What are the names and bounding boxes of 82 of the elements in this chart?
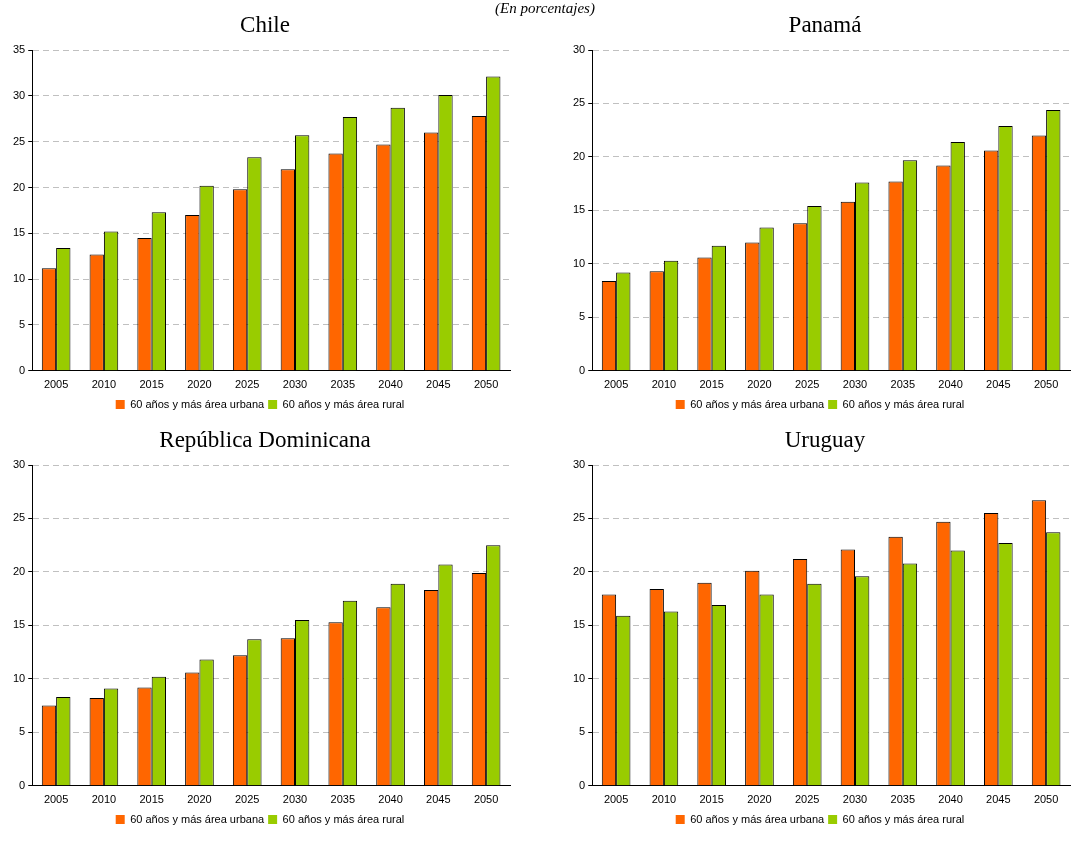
- y-tick-label: 30: [12, 458, 26, 471]
- y-tick-label: 20: [572, 149, 586, 162]
- y-tick-label: 10: [572, 671, 586, 684]
- x-tick-label: 2010: [651, 378, 677, 391]
- x-tick-label: 2045: [426, 378, 451, 391]
- x-tick-label: 2030: [842, 793, 868, 806]
- x-tick-label: 2005: [43, 793, 69, 806]
- y-tick-label: 0: [19, 778, 26, 791]
- y-tick-label: 15: [12, 618, 26, 631]
- y-tick-label: 10: [12, 671, 26, 684]
- x-tick-label: 2010: [91, 378, 117, 391]
- x-tick-label: 2010: [651, 793, 677, 806]
- legend-label: 60 años y más área rural: [282, 397, 405, 410]
- x-tick-label: 2005: [43, 378, 69, 391]
- y-tick-label: 5: [579, 725, 586, 738]
- x-tick-label: 2045: [986, 793, 1011, 806]
- x-tick-label: 2025: [234, 793, 260, 806]
- chart-title: Uruguay: [783, 426, 867, 454]
- x-tick-label: 2020: [187, 793, 212, 806]
- legend-label: 60 años y más área urbana: [130, 812, 266, 825]
- x-tick-label: 2015: [699, 378, 724, 391]
- x-tick-label: 2040: [938, 793, 963, 806]
- x-tick-label: 2035: [890, 378, 916, 391]
- y-tick-label: 0: [579, 778, 586, 791]
- x-tick-label: 2030: [842, 378, 868, 391]
- y-tick-label: 25: [572, 511, 586, 524]
- x-tick-label: 2035: [330, 793, 356, 806]
- x-tick-label: 2045: [986, 378, 1011, 391]
- x-tick-label: 2005: [603, 793, 629, 806]
- x-tick-label: 2050: [473, 378, 499, 391]
- x-tick-label: 2005: [603, 378, 629, 391]
- x-tick-label: 2025: [794, 793, 820, 806]
- y-tick-label: 25: [12, 511, 26, 524]
- legend-label: 60 años y más área urbana: [690, 812, 826, 825]
- y-tick-label: 20: [572, 564, 586, 577]
- legend-label: 60 años y más área urbana: [130, 397, 266, 410]
- x-tick-label: 2025: [234, 378, 260, 391]
- y-tick-label: 35: [12, 43, 26, 56]
- x-tick-label: 2030: [282, 793, 308, 806]
- x-tick-label: 2015: [139, 378, 164, 391]
- y-tick-label: 5: [579, 310, 586, 323]
- y-tick-label: 10: [572, 256, 586, 269]
- x-tick-label: 2035: [890, 793, 916, 806]
- x-tick-label: 2020: [747, 378, 772, 391]
- y-tick-label: 10: [12, 272, 26, 285]
- x-tick-label: 2025: [794, 378, 820, 391]
- y-tick-label: 25: [572, 96, 586, 109]
- y-tick-label: 25: [12, 134, 26, 147]
- x-tick-label: 2015: [699, 793, 724, 806]
- y-tick-label: 20: [12, 564, 26, 577]
- x-tick-label: 2040: [378, 378, 403, 391]
- text: (En porcentajes): [495, 0, 595, 16]
- x-tick-label: 2050: [1033, 793, 1059, 806]
- legend-label: 60 años y más área urbana: [690, 397, 826, 410]
- x-tick-label: 2040: [938, 378, 963, 391]
- x-tick-label: 2040: [378, 793, 403, 806]
- chart-title: República Dominicana: [158, 426, 372, 454]
- x-tick-label: 2050: [1033, 378, 1059, 391]
- y-tick-label: 30: [12, 88, 26, 101]
- legend-label: 60 años y más área rural: [842, 397, 965, 410]
- chart-title: Chile: [240, 12, 290, 37]
- y-tick-label: 15: [12, 226, 26, 239]
- legend-label: 60 años y más área rural: [842, 812, 965, 825]
- y-tick-label: 0: [19, 363, 26, 376]
- x-tick-label: 2035: [330, 378, 356, 391]
- x-tick-label: 2020: [187, 378, 212, 391]
- y-tick-label: 5: [19, 318, 26, 330]
- x-tick-label: 2015: [139, 793, 164, 806]
- x-tick-label: 2045: [426, 793, 451, 806]
- y-tick-label: 15: [572, 203, 586, 216]
- x-tick-label: 2050: [473, 793, 499, 806]
- x-tick-label: 2010: [91, 793, 117, 806]
- y-tick-label: 20: [12, 180, 26, 193]
- legend-label: 60 años y más área rural: [282, 812, 405, 825]
- y-tick-label: 30: [572, 458, 586, 471]
- x-tick-label: 2020: [747, 793, 772, 806]
- x-tick-label: 2030: [282, 378, 308, 391]
- chart-title: Panamá: [788, 12, 862, 37]
- y-tick-label: 30: [572, 43, 586, 56]
- y-tick-label: 15: [572, 618, 586, 631]
- y-tick-label: 5: [19, 725, 26, 738]
- y-tick-label: 0: [579, 363, 586, 376]
